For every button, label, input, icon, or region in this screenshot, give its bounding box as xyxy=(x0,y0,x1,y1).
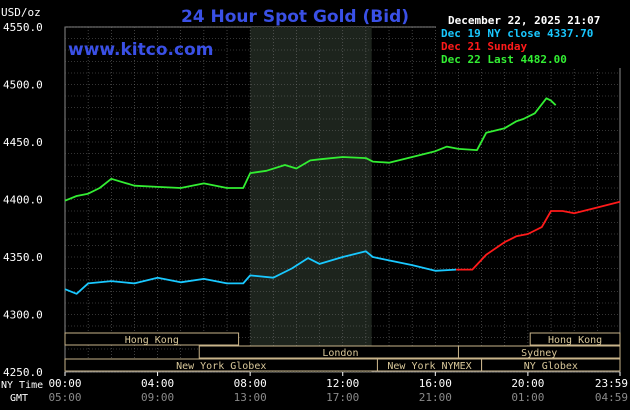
y-tick-label: 4400.0 xyxy=(3,194,43,207)
market-session-sydney: Sydney xyxy=(457,345,621,359)
market-session-bar xyxy=(64,332,240,346)
y-tick-label: 4450.0 xyxy=(3,136,43,149)
series-line-0 xyxy=(64,250,457,295)
x-tick-label-gmt: 05:00 xyxy=(48,391,81,404)
legend-box xyxy=(436,26,628,68)
market-session-new-york-globex: New York Globex xyxy=(64,358,378,372)
y-tick-label: 4550.0 xyxy=(3,21,43,34)
market-session-label: New York Globex xyxy=(176,361,266,372)
x-tick-label-ny: 04:00 xyxy=(141,377,174,390)
x-tick-label-ny: 20:00 xyxy=(511,377,544,390)
x-tick-label-gmt: 09:00 xyxy=(141,391,174,404)
nymex-session-shading xyxy=(250,27,372,372)
market-session-bar xyxy=(457,345,621,359)
x-tick-label-ny: 08:00 xyxy=(234,377,267,390)
legend: Dec 19 NY close 4337.70 Dec 21 Sunday De… xyxy=(436,26,628,68)
y-tick-label: 4500.0 xyxy=(3,79,43,92)
market-session-label: NY Globex xyxy=(524,361,578,372)
market-session-label: New York NYMEX xyxy=(387,361,471,372)
y-tick-label: 4300.0 xyxy=(3,309,43,322)
x-tick-label-ny: 12:00 xyxy=(326,377,359,390)
market-session-ny-globex: NY Globex xyxy=(481,358,621,372)
market-session-london: London xyxy=(198,345,483,359)
market-session-label: Sydney xyxy=(521,348,557,359)
chart-title: 24 Hour Spot Gold (Bid) xyxy=(181,7,409,27)
x-tick-label-gmt: 01:00 xyxy=(511,391,544,404)
gmt-label: GMT xyxy=(10,393,28,404)
timestamp: December 22, 2025 21:07 xyxy=(448,14,600,27)
y-tick-label: 4250.0 xyxy=(3,366,43,379)
website-watermark: www.kitco.com xyxy=(68,40,213,60)
market-session-bar xyxy=(481,358,621,372)
x-tick-label-gmt: 21:00 xyxy=(419,391,452,404)
market-session-new-york-nymex: New York NYMEX xyxy=(376,358,483,372)
legend-item-last: Dec 22 Last 4482.00 xyxy=(441,53,567,66)
market-session-hong-kong: Hong Kong xyxy=(529,332,621,346)
market-session-hong-kong: Hong Kong xyxy=(64,332,240,346)
legend-item-sunday: Dec 21 Sunday xyxy=(441,40,527,53)
market-session-label: Hong Kong xyxy=(125,335,179,346)
x-tick-label-ny: 00:00 xyxy=(48,377,81,390)
x-tick-label-gmt: 13:00 xyxy=(234,391,267,404)
x-tick-label-gmt: 04:59 xyxy=(595,391,628,404)
ny-time-label: NY Time xyxy=(1,380,43,391)
unit-label: USD/oz xyxy=(1,6,41,19)
market-session-label: London xyxy=(322,348,358,359)
legend-item-ny-close: Dec 19 NY close 4337.70 xyxy=(441,27,593,40)
market-session-label: Hong Kong xyxy=(548,335,602,346)
series-line-2 xyxy=(64,97,557,202)
y-tick-label: 4350.0 xyxy=(3,251,43,264)
market-session-bar xyxy=(529,332,621,346)
series-line-1 xyxy=(456,200,621,271)
x-tick-label-ny: 16:00 xyxy=(419,377,452,390)
x-tick-label-ny: 23:59 xyxy=(595,377,628,390)
x-tick-label-gmt: 17:00 xyxy=(326,391,359,404)
